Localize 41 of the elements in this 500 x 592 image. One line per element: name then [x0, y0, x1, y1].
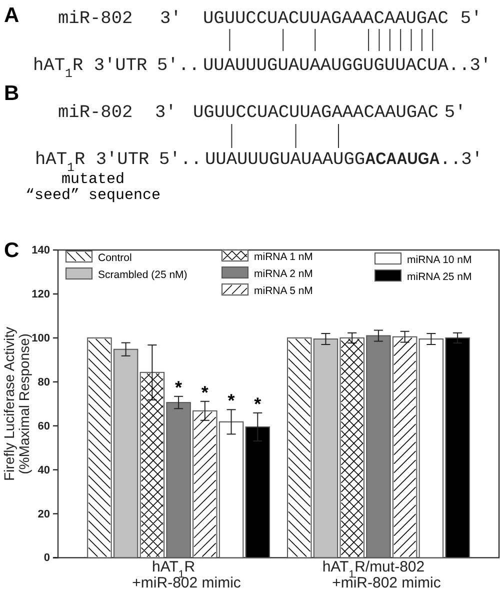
legend-label: Control — [98, 252, 132, 264]
text: 5′.. — [157, 56, 200, 76]
y-tick-label: 80 — [38, 376, 50, 388]
text: 3′ — [160, 9, 182, 29]
legend-label: miRNA 2 nM — [254, 268, 313, 280]
y-tick-label: 120 — [32, 288, 50, 300]
y-tick-label: 60 — [38, 420, 50, 432]
text: 5′ — [460, 9, 482, 29]
legend-label: Scrambled (25 nM) — [98, 269, 188, 281]
y-tick-label: 140 — [32, 244, 50, 257]
y-axis-title: Firefly Luciferase Activity (%Maximal Response) — [1, 326, 32, 481]
x-tick-label: hAT$_{1}$R/mut-802 +miR-802 mimic — [322, 558, 442, 592]
text: ..3′ — [440, 150, 483, 170]
text: 5′.. — [159, 150, 202, 170]
x-tick-label: hAT$_{1}$R +miR-802 mimic — [132, 558, 242, 592]
legend-label: miRNA 10 nM — [407, 254, 472, 266]
y-tick-label: 100 — [32, 332, 50, 344]
y-tick-label: 0 — [44, 552, 50, 564]
text: UUAUUUGUAUAAUGG — [205, 150, 366, 170]
text: UUAUUUGUAUAAUGGUGUUACUA — [203, 56, 449, 76]
text: UGUUCCUACUUAGAAACAAUGAC — [203, 9, 448, 29]
data-label: * — [228, 390, 235, 411]
text: A — [4, 4, 20, 27]
text: 3′ — [155, 103, 176, 123]
y-tick-label: 40 — [38, 464, 50, 476]
text: mutated “seed” sequence — [25, 171, 161, 204]
data-label: * — [175, 377, 182, 398]
y-tick-label: 20 — [38, 508, 50, 520]
chart-title: C — [4, 239, 20, 262]
text: hAT$_{1}$R 3′UTR — [33, 56, 148, 81]
data-label: * — [201, 382, 208, 402]
text: UGUUCCUACUUAGAAACAAUGAC — [193, 103, 438, 123]
text: ..3′ — [448, 56, 492, 76]
data-label: * — [254, 394, 262, 414]
legend-label: miRNA 1 nM — [254, 251, 313, 263]
legend-label: miRNA 25 nM — [407, 271, 472, 283]
text: miR-802 — [58, 9, 133, 29]
text: 5′ — [444, 103, 466, 123]
text: miR-802 — [58, 103, 133, 123]
text: B — [4, 82, 20, 105]
legend-label: miRNA 5 nM — [254, 285, 313, 297]
